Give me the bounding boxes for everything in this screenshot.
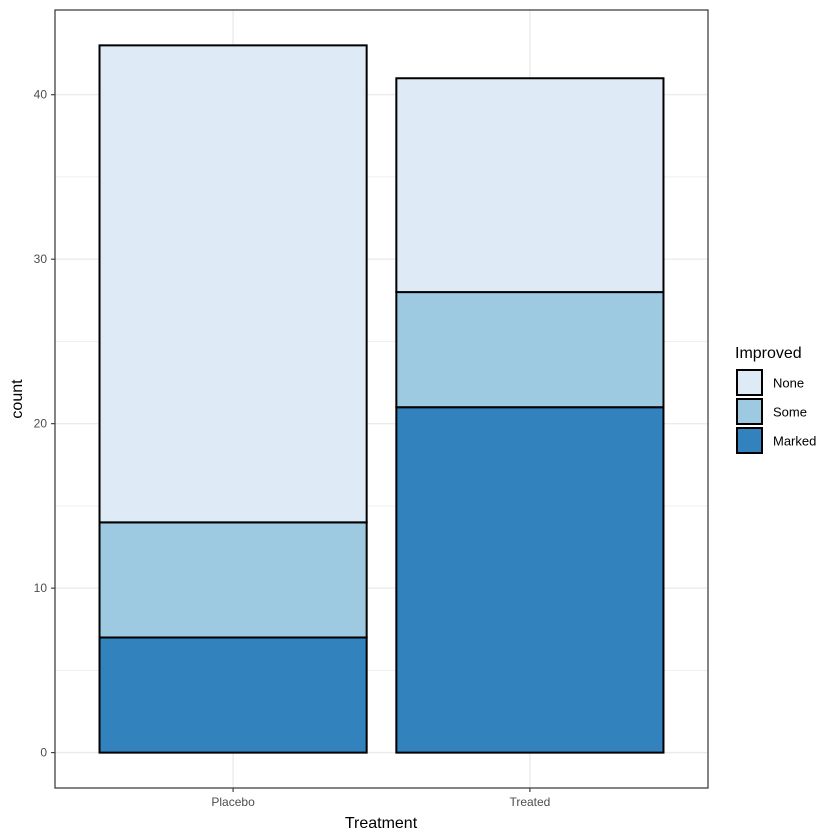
legend-label-marked: Marked (773, 434, 816, 449)
bar-segment-placebo-none (98, 44, 368, 524)
bar-segment-treated-none (395, 77, 665, 294)
legend-key-marked (736, 427, 763, 454)
y-tick-label: 20 (34, 417, 48, 431)
legend: Improved None Some Marked (735, 345, 816, 454)
legend-label-some: Some (773, 405, 807, 420)
bar-segment-placebo-marked (98, 636, 368, 754)
x-axis-title: Treatment (345, 815, 418, 832)
legend-label-none: None (773, 376, 804, 391)
plot-border (54, 9, 709, 789)
x-axis: Placebo Treated (211, 788, 550, 809)
y-tick-label: 30 (34, 252, 48, 266)
bar-segment-placebo-some (98, 521, 368, 639)
y-axis: 0 10 20 30 40 (34, 88, 55, 760)
y-tick-label: 10 (34, 581, 48, 595)
bar-segment-treated-marked (395, 406, 665, 754)
legend-key-none (736, 369, 763, 396)
y-tick-label: 40 (34, 88, 48, 102)
legend-key-some (736, 398, 763, 425)
bar-segment-treated-some (395, 291, 665, 409)
y-axis-title: count (9, 379, 26, 419)
legend-title: Improved (735, 345, 802, 362)
x-tick-label: Treated (509, 795, 550, 809)
y-tick-label: 0 (40, 746, 47, 760)
x-tick-label: Placebo (211, 795, 255, 809)
bars (98, 44, 665, 754)
